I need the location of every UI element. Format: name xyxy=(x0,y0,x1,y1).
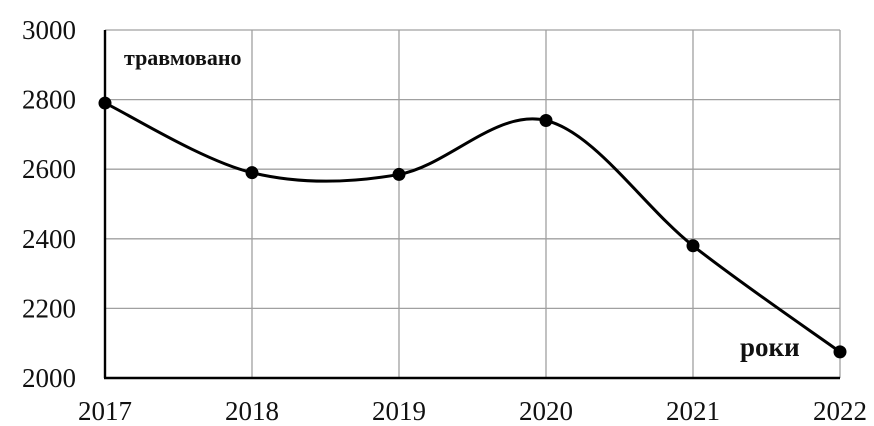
x-tick-label: 2019 xyxy=(372,396,426,426)
axes xyxy=(103,30,840,380)
data-point xyxy=(98,96,112,110)
y-tick-label: 2200 xyxy=(22,293,76,323)
x-axis-label: роки xyxy=(740,332,800,362)
y-tick-label: 2400 xyxy=(22,224,76,254)
y-axis-label: травмовано xyxy=(124,45,242,70)
data-point xyxy=(392,167,406,181)
data-point xyxy=(686,239,700,253)
x-tick-label: 2022 xyxy=(813,396,867,426)
x-tick-label: 2017 xyxy=(78,396,132,426)
y-tick-label: 2600 xyxy=(22,154,76,184)
y-tick-label: 2000 xyxy=(22,363,76,393)
grid xyxy=(105,29,841,378)
x-tick-label: 2021 xyxy=(666,396,720,426)
y-tick-label: 2800 xyxy=(22,85,76,115)
series-line xyxy=(103,101,842,354)
data-point xyxy=(539,113,553,127)
data-point xyxy=(833,345,847,359)
x-tick-label: 2020 xyxy=(519,396,573,426)
x-tick-label: 2018 xyxy=(225,396,279,426)
data-point xyxy=(245,166,259,180)
data-points xyxy=(98,96,847,359)
x-tick-labels: 2017 2018 2019 2020 2021 2022 xyxy=(78,396,867,426)
y-tick-label: 3000 xyxy=(22,15,76,45)
y-tick-labels: 2000 2200 2400 2600 2800 3000 xyxy=(22,15,76,393)
